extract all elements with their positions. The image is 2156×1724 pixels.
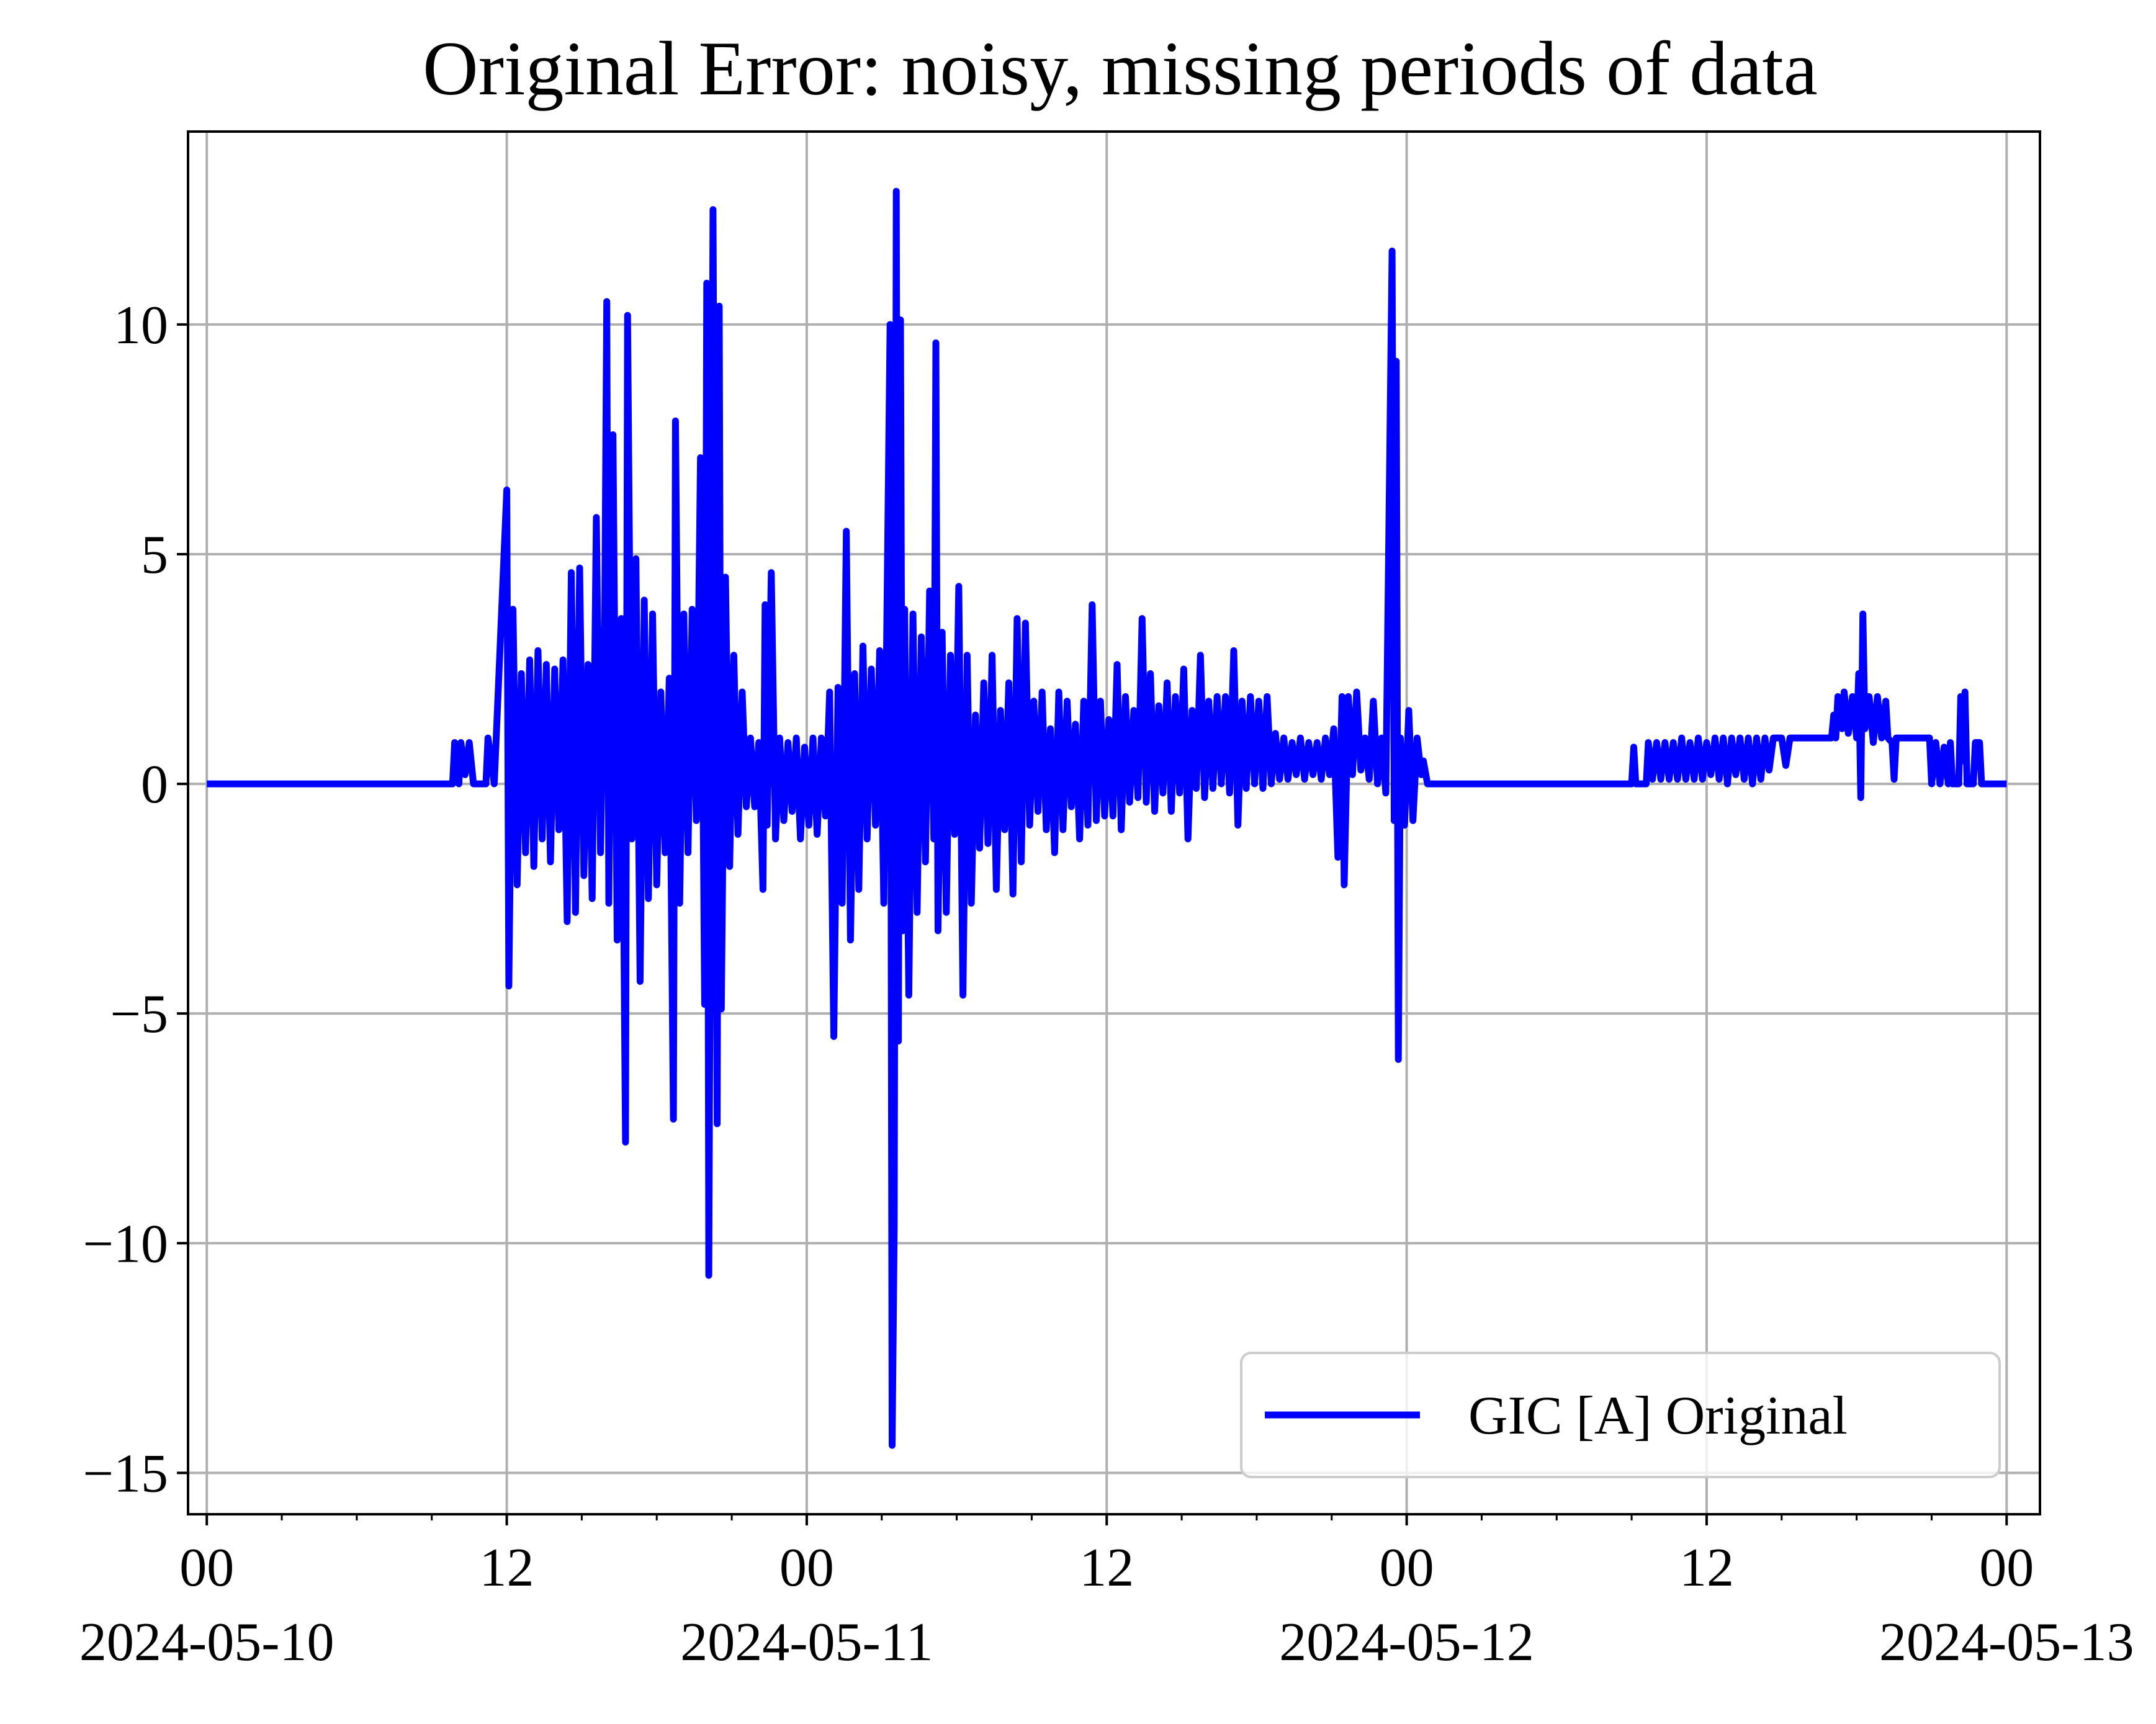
legend-label: GIC [A] Original xyxy=(1468,1386,1848,1446)
y-tick-label: −10 xyxy=(83,1214,168,1274)
y-tick-label: 5 xyxy=(141,525,168,585)
x-tick-date-label: 2024-05-12 xyxy=(1279,1612,1534,1672)
chart-title: Original Error: noisy, missing periods o… xyxy=(423,26,1818,111)
x-tick-hour-label: 00 xyxy=(1380,1538,1434,1598)
legend-box xyxy=(1240,1352,2001,1478)
x-tick-hour-label: 00 xyxy=(779,1538,834,1598)
x-tick-hour-label: 00 xyxy=(1979,1538,2034,1598)
y-tick-label: −5 xyxy=(110,984,168,1044)
legend: GIC [A] Original xyxy=(1240,1352,2001,1478)
x-tick-hour-label: 12 xyxy=(1079,1538,1134,1598)
x-tick-date-label: 2024-05-13 xyxy=(1879,1612,2134,1672)
y-tick-label: −15 xyxy=(83,1443,168,1504)
x-tick-date-label: 2024-05-10 xyxy=(79,1612,335,1672)
series-line-gic-original xyxy=(207,187,2007,1449)
y-tick-label: 0 xyxy=(141,755,168,815)
x-tick-hour-label: 12 xyxy=(1679,1538,1734,1598)
x-tick-hour-label: 12 xyxy=(480,1538,534,1598)
x-tick-date-label: 2024-05-11 xyxy=(680,1612,933,1672)
y-tick-label: 10 xyxy=(114,295,168,356)
x-tick-hour-label: 00 xyxy=(179,1538,234,1598)
plot-frame xyxy=(187,130,2041,1515)
